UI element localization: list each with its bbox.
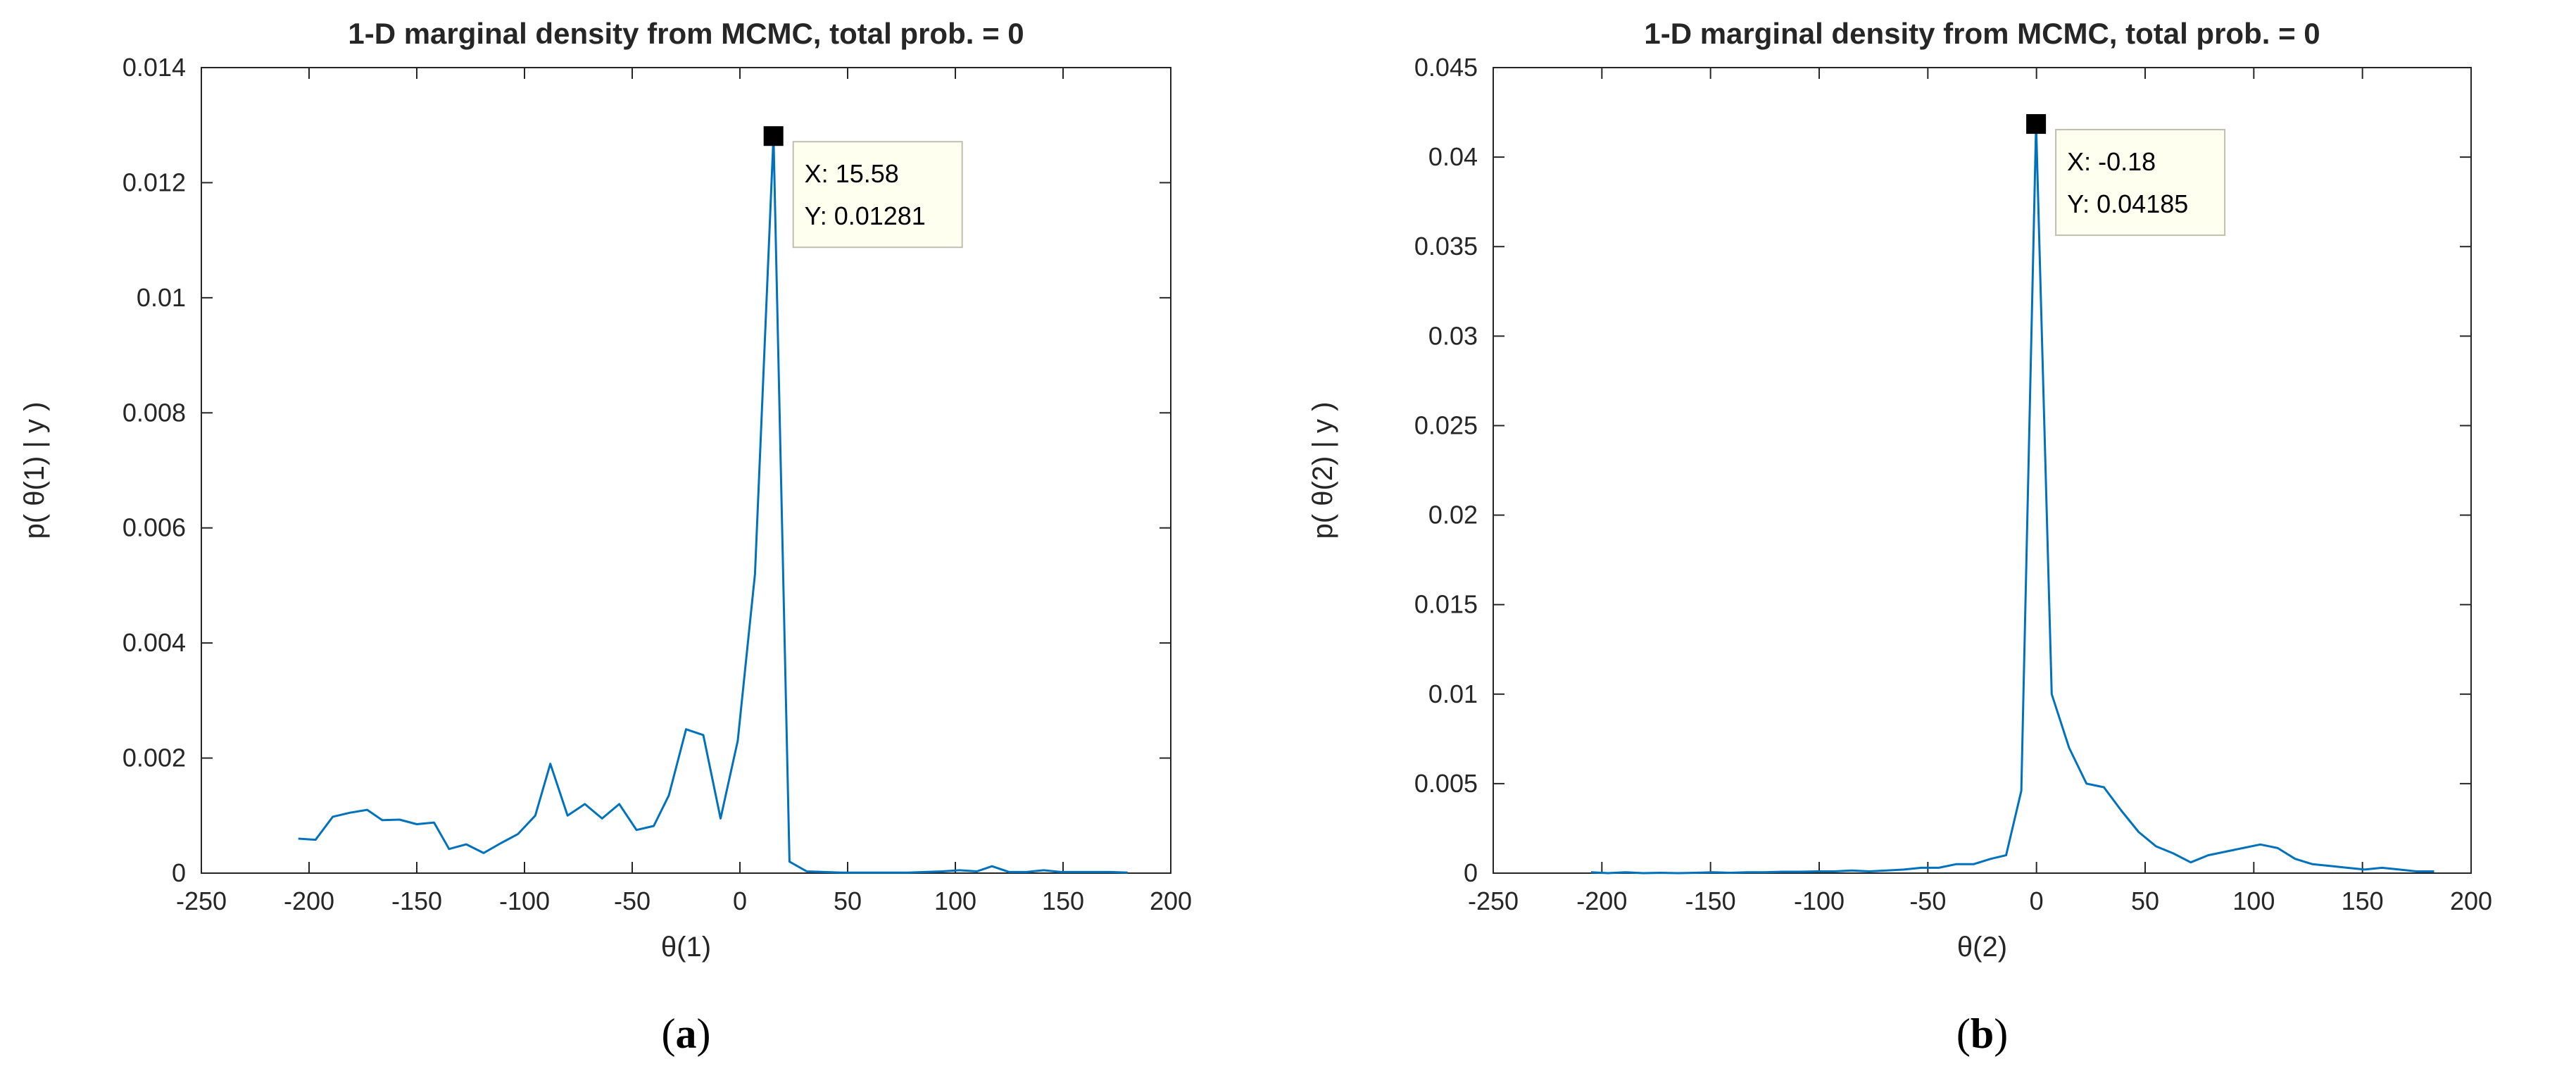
y-tick-label: 0.02 — [1428, 501, 1478, 530]
x-tick-label: -50 — [614, 887, 651, 915]
series-line — [1590, 123, 2434, 875]
x-axis-label: θ(1) — [661, 932, 711, 963]
x-tick-label: -50 — [1909, 887, 1946, 915]
y-tick-label: 0.025 — [1414, 411, 1478, 439]
y-tick-label: 0.045 — [1414, 53, 1478, 82]
chart-title: 1-D marginal density from MCMC, total pr… — [348, 17, 1024, 50]
x-tick-label: -200 — [284, 887, 334, 915]
y-tick-label: 0.035 — [1414, 232, 1478, 261]
axes-box — [201, 67, 1171, 874]
datatip-y-text: Y: 0.01281 — [805, 201, 926, 230]
y-tick-label: 0.03 — [1428, 321, 1478, 350]
datatip-marker — [763, 126, 784, 146]
y-tick-label: 0.006 — [122, 513, 186, 542]
datatip-box — [792, 141, 963, 249]
y-tick-label: 0.008 — [122, 398, 186, 427]
x-tick-label: 0 — [2030, 887, 2044, 915]
x-tick-label: -100 — [499, 887, 550, 915]
y-tick-label: 0.01 — [137, 283, 186, 312]
x-tick-label: 200 — [1150, 887, 1192, 915]
x-tick-label: -250 — [1468, 887, 1519, 915]
x-tick-label: 200 — [2450, 887, 2492, 915]
y-axis-label: p( θ(2) | y ) — [1307, 402, 1338, 539]
datatip-marker — [2026, 114, 2047, 134]
datatip-y-text: Y: 0.04185 — [2067, 189, 2188, 218]
datatip-x-text: X: 15.58 — [805, 159, 899, 188]
x-tick-label: 50 — [2131, 887, 2159, 915]
series-line — [298, 134, 1128, 874]
x-tick-label: -100 — [1794, 887, 1845, 915]
datatip-box — [2055, 129, 2226, 237]
chart-title: 1-D marginal density from MCMC, total pr… — [1644, 17, 2320, 50]
x-tick-label: -200 — [1576, 887, 1627, 915]
chart-panel-a: 1-D marginal density from MCMC, total pr… — [19, 17, 1192, 1057]
y-tick-label: 0.005 — [1414, 769, 1478, 798]
datatip-x-text: X: -0.18 — [2067, 147, 2156, 176]
x-tick-label: -150 — [1685, 887, 1736, 915]
y-tick-label: 0.014 — [122, 53, 186, 82]
panel-label: (b) — [1956, 1010, 2008, 1057]
y-tick-label: 0.012 — [122, 168, 186, 196]
x-tick-label: 0 — [733, 887, 747, 915]
axes-box — [1493, 67, 2472, 874]
chart-panel-b: 1-D marginal density from MCMC, total pr… — [1307, 17, 2492, 1057]
x-tick-label: 150 — [1042, 887, 1084, 915]
x-axis-label: θ(2) — [1957, 932, 2007, 963]
y-tick-label: 0.01 — [1428, 679, 1478, 708]
x-tick-label: 100 — [934, 887, 976, 915]
panel-label: (a) — [662, 1010, 711, 1057]
y-tick-label: 0.004 — [122, 628, 186, 657]
y-tick-label: 0.002 — [122, 744, 186, 772]
x-tick-label: -150 — [391, 887, 442, 915]
x-tick-label: 50 — [834, 887, 862, 915]
x-tick-label: 100 — [2232, 887, 2275, 915]
y-tick-label: 0.04 — [1428, 142, 1478, 171]
x-tick-label: -250 — [176, 887, 227, 915]
x-tick-label: 150 — [2342, 887, 2384, 915]
y-tick-label: 0 — [1464, 858, 1478, 887]
y-axis-label: p( θ(1) | y ) — [19, 402, 50, 539]
y-tick-label: 0.015 — [1414, 590, 1478, 619]
y-tick-label: 0 — [172, 858, 186, 887]
